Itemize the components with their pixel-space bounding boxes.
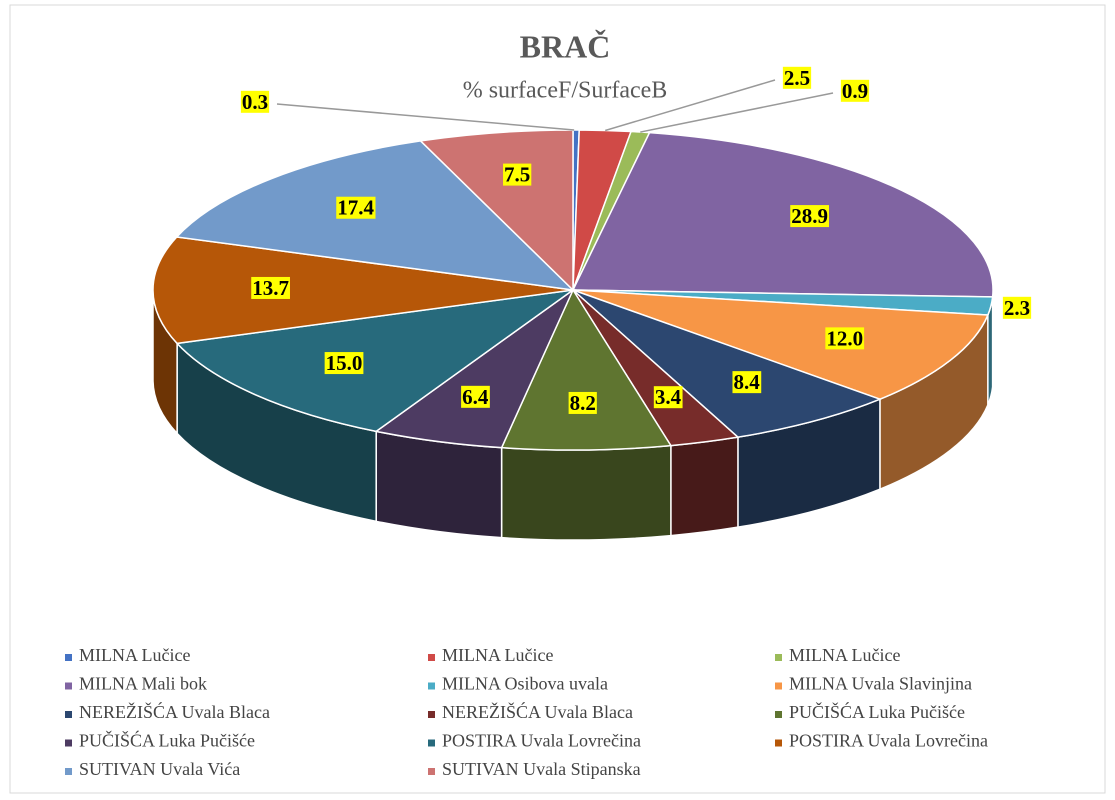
legend-swatch — [65, 739, 72, 747]
legend-label: POSTIRA Uvala Lovrečina — [442, 731, 641, 751]
pie-slice — [500, 288, 673, 451]
legend-label: MILNA Lučice — [442, 645, 553, 665]
legend-label: MILNA Uvala Slavinjina — [789, 674, 972, 694]
leader-line — [640, 92, 834, 133]
pie-slice — [152, 236, 574, 345]
data-label: 8.4 — [733, 370, 760, 394]
data-label: 7.5 — [504, 163, 530, 187]
legend-swatch — [65, 654, 72, 661]
pie-slice — [572, 289, 989, 401]
pie-side — [670, 436, 739, 537]
data-label-bg — [825, 327, 865, 350]
legend-label: PUČIŠĆA Luka Pučišće — [789, 701, 965, 722]
legend-swatch — [65, 768, 72, 775]
legend-swatch — [65, 711, 72, 718]
data-label-bg — [782, 66, 812, 89]
legend-swatch — [428, 654, 435, 661]
data-label: 28.9 — [791, 204, 828, 228]
chart-subtitle: % surfaceF/SurfaceB — [463, 78, 668, 104]
legend-swatch — [428, 739, 435, 747]
data-label: 15.0 — [326, 351, 363, 375]
data-label: 3.4 — [655, 385, 682, 409]
data-label: 2.3 — [1004, 296, 1030, 320]
pie-side — [375, 430, 503, 539]
data-label: 2.5 — [784, 66, 810, 90]
data-label-bg — [1002, 296, 1032, 319]
data-label-bg — [336, 196, 376, 219]
legend-label: MILNA Lučice — [789, 645, 900, 665]
data-label-bg — [251, 276, 290, 299]
data-label-bg — [653, 386, 683, 409]
data-label-bg — [503, 163, 532, 186]
data-label: 12.0 — [826, 326, 863, 350]
legend-label: NEREŽIŠĆA Uvala Blaca — [79, 701, 270, 722]
data-label: 13.7 — [252, 276, 289, 300]
data-label-bg — [240, 90, 270, 113]
data-label: 0.9 — [842, 79, 868, 103]
legend-swatch — [428, 768, 435, 775]
pie-slice — [572, 289, 883, 438]
data-label: 17.4 — [337, 196, 374, 220]
leader-line — [276, 103, 575, 131]
leader-line — [604, 79, 776, 132]
chart-title: BRAČ — [520, 28, 611, 64]
data-label: 6.4 — [462, 385, 489, 409]
legend-label: NEREŽIŠĆA Uvala Blaca — [442, 701, 633, 722]
legend-swatch — [775, 711, 782, 718]
legend-label: SUTIVAN Uvala Stipanska — [442, 759, 641, 779]
pie-side — [500, 444, 672, 541]
legend-swatch — [775, 739, 782, 747]
data-label-bg — [324, 352, 364, 375]
data-label-bg — [568, 391, 597, 414]
legend-swatch — [775, 682, 782, 690]
legend-swatch — [775, 654, 782, 661]
legend-label: SUTIVAN Uvala Vića — [79, 759, 240, 779]
data-label-bg — [840, 79, 870, 102]
legend-label: MILNA Osibova uvala — [442, 674, 608, 694]
data-label-bg — [461, 385, 490, 408]
data-label: 0.3 — [242, 90, 268, 114]
legend-swatch — [428, 711, 435, 718]
legend-label: MILNA Lučice — [79, 645, 190, 665]
data-label: 8.2 — [570, 391, 596, 415]
pie-slice — [571, 131, 994, 298]
legend-label: POSTIRA Uvala Lovrečina — [789, 731, 988, 751]
legend-swatch — [428, 682, 435, 690]
legend-label: PUČIŠĆA Luka Pučišće — [79, 730, 255, 751]
pie-slice — [175, 289, 574, 433]
data-label-bg — [732, 371, 762, 394]
data-label-bg — [790, 205, 830, 228]
legend-swatch — [65, 682, 72, 690]
legend-label: MILNA Mali bok — [79, 674, 207, 694]
